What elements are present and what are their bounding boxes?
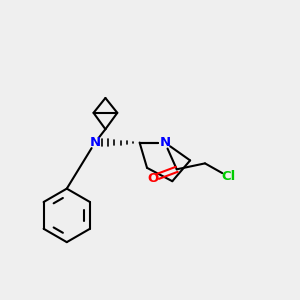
Text: O: O (147, 172, 159, 185)
Text: Cl: Cl (222, 170, 236, 183)
Text: N: N (89, 136, 100, 149)
Text: N: N (159, 136, 170, 149)
